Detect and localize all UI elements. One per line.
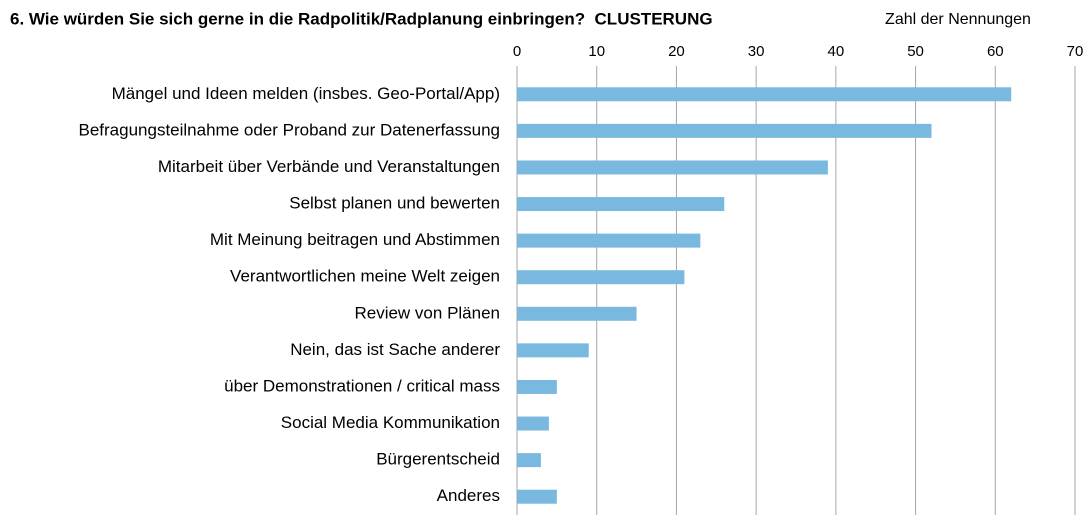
y-tick-label: Mit Meinung beitragen und Abstimmen (210, 230, 500, 249)
bar (517, 233, 701, 248)
y-tick-label: Anderes (437, 486, 500, 505)
bar (517, 343, 589, 358)
chart-title: 6. Wie würden Sie sich gerne in die Radp… (10, 9, 713, 28)
bar (517, 160, 828, 175)
x-tick-label: 40 (828, 43, 845, 60)
x-tick-label: 70 (1067, 43, 1084, 60)
bar (517, 416, 549, 431)
bar (517, 453, 541, 468)
y-tick-label: Social Media Kommunikation (281, 413, 500, 432)
bar (517, 123, 932, 138)
y-tick-label: Verantwortlichen meine Welt zeigen (230, 267, 500, 286)
bar (517, 306, 637, 321)
bar (517, 197, 725, 212)
y-tick-label: über Demonstrationen / critical mass (224, 376, 500, 395)
y-tick-label: Mängel und Ideen melden (insbes. Geo-Por… (112, 84, 500, 103)
y-tick-label: Nein, das ist Sache anderer (290, 340, 500, 359)
x-tick-label: 50 (907, 43, 924, 60)
y-tick-label: Review von Plänen (354, 303, 500, 322)
bar (517, 489, 557, 504)
y-tick-label: Bürgerentscheid (376, 450, 500, 469)
x-tick-label: 60 (987, 43, 1004, 60)
y-tick-label: Mitarbeit über Verbände und Veranstaltun… (158, 157, 500, 176)
bar (517, 379, 557, 394)
axis-title: Zahl der Nennungen (885, 11, 1031, 28)
x-tick-label: 20 (668, 43, 685, 60)
x-tick-label: 0 (513, 43, 521, 60)
x-tick-label: 10 (588, 43, 605, 60)
x-tick-label: 30 (748, 43, 765, 60)
bar (517, 270, 685, 285)
bar (517, 87, 1012, 102)
y-tick-label: Selbst planen und bewerten (289, 194, 500, 213)
y-tick-label: Befragungsteilnahme oder Proband zur Dat… (79, 120, 501, 139)
